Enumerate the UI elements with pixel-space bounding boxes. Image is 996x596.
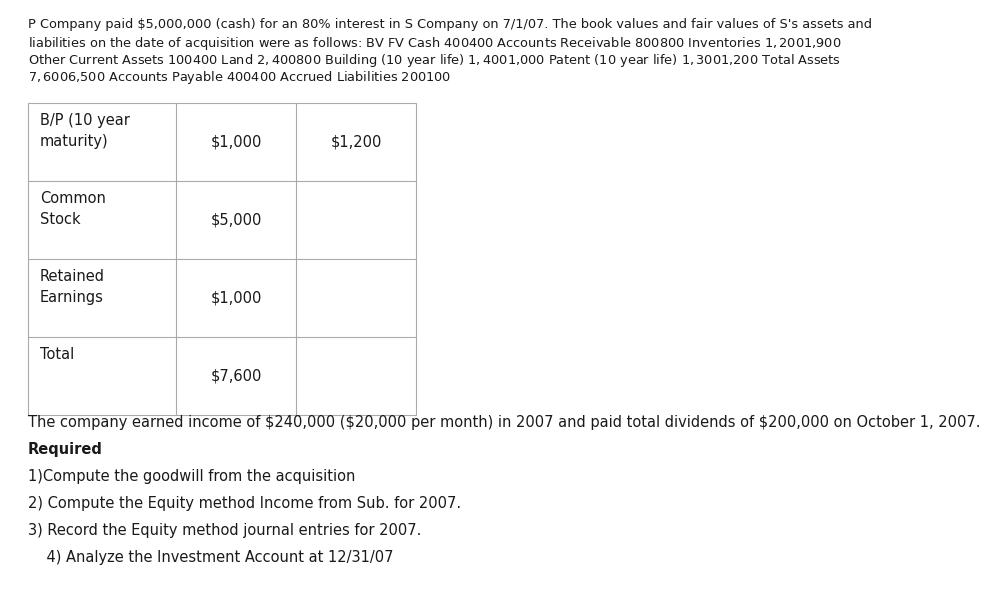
- Text: 4) Analyze the Investment Account at 12/31/07: 4) Analyze the Investment Account at 12/…: [28, 550, 393, 565]
- Text: 1)Compute the goodwill from the acquisition: 1)Compute the goodwill from the acquisit…: [28, 469, 356, 484]
- Text: P Company paid $5,000,000 (cash) for an 80% interest in S Company on 7/1/07. The: P Company paid $5,000,000 (cash) for an …: [28, 18, 872, 31]
- Text: Total: Total: [40, 347, 75, 362]
- Text: liabilities on the date of acquisition were as follows: BV FV Cash $400 $400 Acc: liabilities on the date of acquisition w…: [28, 35, 842, 52]
- Text: 3) Record the Equity method journal entries for 2007.: 3) Record the Equity method journal entr…: [28, 523, 421, 538]
- Text: Other Current Assets $100 $400 Land $2,400 $800 Building (10 year life) $1,400 $: Other Current Assets $100 $400 Land $2,4…: [28, 52, 841, 69]
- Text: B/P (10 year
maturity): B/P (10 year maturity): [40, 113, 129, 149]
- Text: 2) Compute the Equity method Income from Sub. for 2007.: 2) Compute the Equity method Income from…: [28, 496, 461, 511]
- Text: $1,200: $1,200: [331, 135, 381, 150]
- Text: Common
Stock: Common Stock: [40, 191, 106, 227]
- Text: Required: Required: [28, 442, 103, 457]
- Text: The company earned income of $240,000 ($20,000 per month) in 2007 and paid total: The company earned income of $240,000 ($…: [28, 415, 980, 430]
- Text: Retained
Earnings: Retained Earnings: [40, 269, 105, 305]
- Text: $1,000: $1,000: [210, 135, 262, 150]
- Text: $5,000: $5,000: [210, 213, 262, 228]
- Text: $7,600 $6,500 Accounts Payable $400 $400 Accrued Liabilities $200 $100: $7,600 $6,500 Accounts Payable $400 $400…: [28, 69, 451, 86]
- Text: $7,600: $7,600: [210, 368, 262, 383]
- Text: $1,000: $1,000: [210, 290, 262, 306]
- Bar: [28, 103, 416, 415]
